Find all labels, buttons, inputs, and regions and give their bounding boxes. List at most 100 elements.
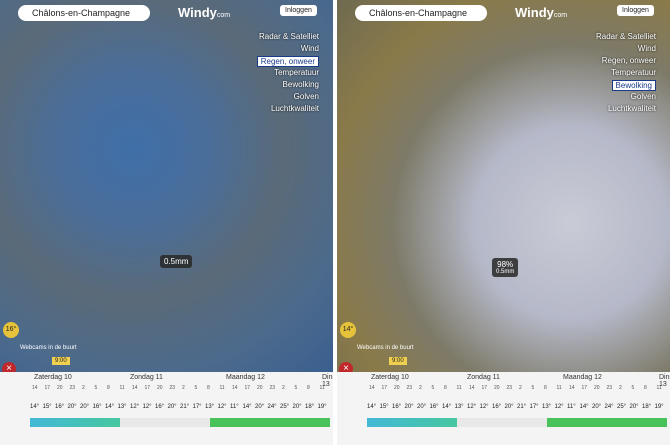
forecast-temperature: 20° (255, 404, 265, 410)
forecast-temperature: 14° (442, 404, 452, 410)
layer-menu-item[interactable]: Radar & Satelliet (595, 32, 656, 41)
forecast-temperature: 20° (504, 404, 514, 410)
forecast-hour: 23 (406, 385, 413, 391)
forecast-temperature: 20° (417, 404, 427, 410)
forecast-temperature: 13° (117, 404, 127, 410)
layer-menu-item[interactable]: Temperatuur (611, 68, 656, 77)
map-marker: 98% 0.5mm (492, 258, 519, 277)
forecast-temperature: 13° (454, 404, 464, 410)
forecast-hour: 17 (144, 385, 151, 391)
layer-menu-item[interactable]: Regen, onweer (256, 56, 319, 67)
forecast-day: Zondag 11 (467, 374, 500, 381)
forecast-day: Zaterdag 10 (34, 374, 72, 381)
search-box[interactable]: Châlons-en-Champagne (18, 5, 150, 21)
forecast-hour: 23 (169, 385, 176, 391)
forecast-temperature: 20° (292, 404, 302, 410)
layer-menu-item[interactable]: Wind (300, 44, 319, 53)
layer-menu-item[interactable]: Bewolking (282, 80, 319, 89)
forecast-temperature: 12° (130, 404, 140, 410)
forecast-hour: 14 (232, 385, 238, 391)
marker-label: 0.5mm (164, 257, 189, 266)
forecast-day: Dinsdag 13 (659, 374, 670, 388)
logo-suffix: com (553, 12, 568, 19)
forecast-hour: 5 (194, 385, 198, 391)
forecast-temperature: 16° (492, 404, 502, 410)
forecast-temperature: 12° (467, 404, 477, 410)
forecast-hour: 5 (631, 385, 635, 391)
forecast-hour: 23 (269, 385, 276, 391)
forecast-temperature: 19° (317, 404, 327, 410)
precipitation-bar (367, 418, 667, 427)
layer-menu-item[interactable]: Wind (637, 44, 656, 53)
forecast-temperature: 16° (155, 404, 165, 410)
layer-menu-item[interactable]: Luchtkwaliteit (607, 104, 656, 113)
forecast-hour: 11 (456, 385, 462, 391)
timeline-time: 9:00 (52, 357, 70, 365)
forecast-temperature: 14° (367, 404, 377, 410)
forecast-hour: 20 (257, 385, 263, 391)
forecast-temperature: 11° (230, 404, 239, 410)
forecast-temperature: 18° (642, 404, 652, 410)
login-button[interactable]: Inloggen (280, 5, 317, 16)
forecast-temperature: 16° (429, 404, 439, 410)
layer-menu-item[interactable]: Bewolking (611, 80, 656, 91)
layer-menu-item[interactable]: Regen, onweer (601, 56, 656, 65)
forecast-temperature: 17° (529, 404, 539, 410)
forecast-temperature: 13° (205, 404, 215, 410)
logo-suffix: com (216, 12, 231, 19)
forecast-temperature: 14° (105, 404, 115, 410)
layer-menu-item[interactable]: Golven (630, 92, 656, 101)
forecast-hour: 11 (556, 385, 562, 391)
forecast-hour: 2 (419, 385, 422, 391)
layer-menu-item[interactable]: Temperatuur (274, 68, 319, 77)
forecast-hour: 5 (431, 385, 435, 391)
windy-panel: Châlons-en-Champagne Windycom Inloggen Rada… (0, 0, 333, 445)
forecast-hour: 20 (57, 385, 63, 391)
forecast-temperature: 16° (55, 404, 65, 410)
forecast-hour: 2 (82, 385, 85, 391)
marker-label: 0.5mm (496, 269, 515, 275)
forecast-day: Maandag 12 (226, 374, 265, 381)
weather-map (337, 0, 670, 372)
forecast-temperature: 12° (217, 404, 227, 410)
temperature-badge: 16° (3, 322, 19, 338)
forecast-temperature: 20° (592, 404, 602, 410)
forecast-hour: 14 (569, 385, 575, 391)
forecast-hour: 11 (319, 385, 325, 391)
forecast-temperature: 16° (392, 404, 402, 410)
layer-menu-item[interactable]: Luchtkwaliteit (270, 104, 319, 113)
forecast-day: Zondag 11 (130, 374, 163, 381)
forecast-hour: 17 (481, 385, 488, 391)
search-box[interactable]: Châlons-en-Champagne (355, 5, 487, 21)
forecast-hour: 23 (606, 385, 613, 391)
forecast-hour: 17 (581, 385, 588, 391)
forecast-temperature: 14° (242, 404, 252, 410)
forecast-temperature: 20° (167, 404, 177, 410)
webcams-link[interactable]: Webcams in de buurt (357, 345, 414, 351)
timeline-time: 9:00 (389, 357, 407, 365)
forecast-temperature: 21° (180, 404, 190, 410)
forecast-day: Zaterdag 10 (371, 374, 409, 381)
forecast-hour: 20 (394, 385, 400, 391)
forecast-hour: 23 (506, 385, 513, 391)
forecast-temperature: 12° (142, 404, 152, 410)
login-button[interactable]: Inloggen (617, 5, 654, 16)
forecast-temperature: 13° (542, 404, 552, 410)
webcams-link[interactable]: Webcams in de buurt (20, 345, 77, 351)
forecast-hour: 8 (307, 385, 310, 391)
forecast-hour: 5 (94, 385, 98, 391)
forecast-hour: 23 (69, 385, 76, 391)
layer-menu-item[interactable]: Radar & Satelliet (258, 32, 319, 41)
layer-menu-item[interactable]: Golven (293, 92, 319, 101)
forecast-temperature: 19° (654, 404, 664, 410)
forecast-hour: 11 (656, 385, 662, 391)
forecast-temperature: 14° (30, 404, 40, 410)
forecast-hour: 14 (32, 385, 38, 391)
forecast-temperature: 15° (379, 404, 389, 410)
forecast-temperature: 24° (604, 404, 614, 410)
forecast-hour: 2 (619, 385, 622, 391)
forecast-temperature: 17° (192, 404, 202, 410)
forecast-temperature: 20° (629, 404, 639, 410)
forecast-temperature: 24° (267, 404, 277, 410)
